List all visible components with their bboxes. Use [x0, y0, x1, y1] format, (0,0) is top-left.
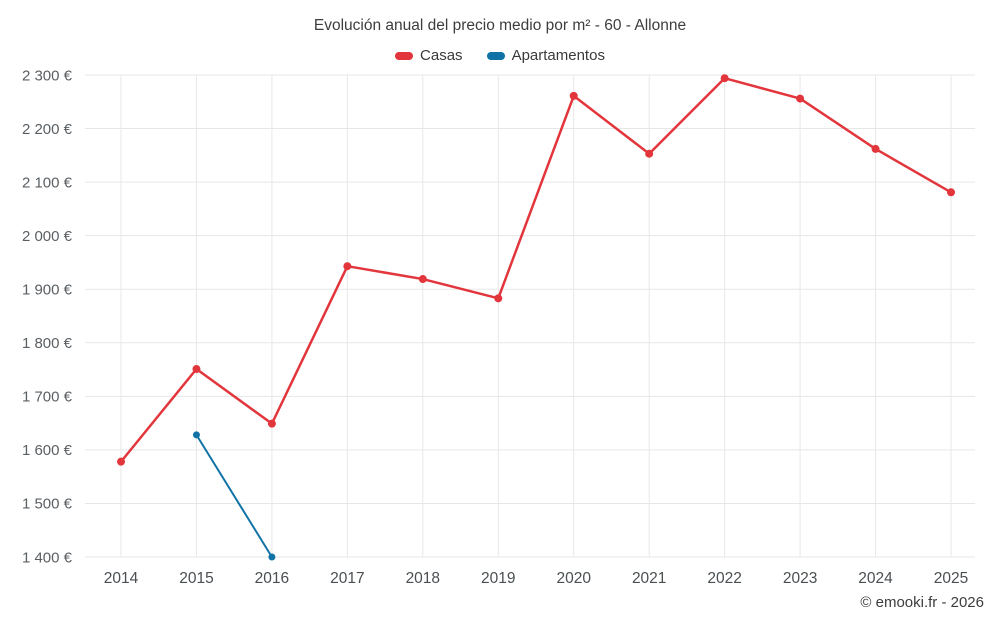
- x-tick-label: 2023: [783, 570, 817, 587]
- x-tick-label: 2016: [255, 570, 289, 587]
- y-tick-label: 1 700 €: [22, 389, 73, 406]
- x-tick-label: 2015: [179, 570, 213, 587]
- legend-item-apartamentos[interactable]: Apartamentos: [486, 47, 605, 64]
- x-tick-label: 2018: [406, 570, 440, 587]
- data-point[interactable]: [117, 457, 125, 466]
- y-tick-label: 2 000 €: [22, 228, 73, 245]
- y-tick-label: 1 500 €: [22, 496, 73, 513]
- legend-swatch: [486, 51, 505, 60]
- data-point[interactable]: [343, 262, 352, 271]
- x-tick-label: 2019: [481, 570, 515, 587]
- legend-label: Apartamentos: [511, 47, 605, 64]
- data-point[interactable]: [268, 553, 276, 561]
- series-line: [119, 76, 953, 463]
- x-tick-label: 2020: [556, 570, 591, 587]
- x-tick-label: 2025: [934, 570, 968, 587]
- data-point[interactable]: [796, 94, 805, 103]
- legend-label: Casas: [420, 47, 463, 64]
- series-line: [195, 433, 273, 558]
- legend: Casas Apartamentos: [0, 47, 1000, 64]
- copyright-text: © emooki.fr - 2026: [860, 594, 984, 611]
- y-tick-label: 2 300 €: [22, 70, 73, 84]
- y-tick-label: 1 900 €: [22, 281, 73, 298]
- x-tick-label: 2017: [330, 570, 364, 587]
- data-point[interactable]: [720, 74, 729, 83]
- y-tick-label: 2 200 €: [22, 121, 73, 138]
- data-point[interactable]: [192, 431, 200, 439]
- legend-item-casas[interactable]: Casas: [395, 47, 463, 64]
- chart-canvas: 1 400 € 1 500 € 1 600 € 1 700 € 1 800 € 1 900…: [22, 70, 975, 587]
- data-point[interactable]: [418, 275, 427, 284]
- data-point[interactable]: [947, 188, 955, 197]
- x-tick-label: 2021: [632, 570, 666, 587]
- chart-title: Evolución anual del precio medio por m² …: [313, 17, 687, 34]
- y-tick-label: 1 400 €: [22, 549, 73, 566]
- data-point[interactable]: [569, 91, 578, 100]
- y-tick-label: 2 100 €: [22, 174, 73, 191]
- x-tick-label: 2022: [707, 570, 741, 587]
- x-tick-label: 2024: [858, 570, 893, 587]
- data-point[interactable]: [494, 294, 503, 303]
- legend-swatch: [395, 51, 414, 60]
- data-point[interactable]: [871, 144, 880, 153]
- data-point[interactable]: [267, 419, 276, 428]
- y-tick-label: 1 600 €: [22, 442, 73, 459]
- data-point[interactable]: [192, 365, 201, 374]
- x-tick-label: 2014: [104, 570, 139, 587]
- y-tick-label: 1 800 €: [22, 335, 73, 352]
- data-point[interactable]: [645, 149, 654, 158]
